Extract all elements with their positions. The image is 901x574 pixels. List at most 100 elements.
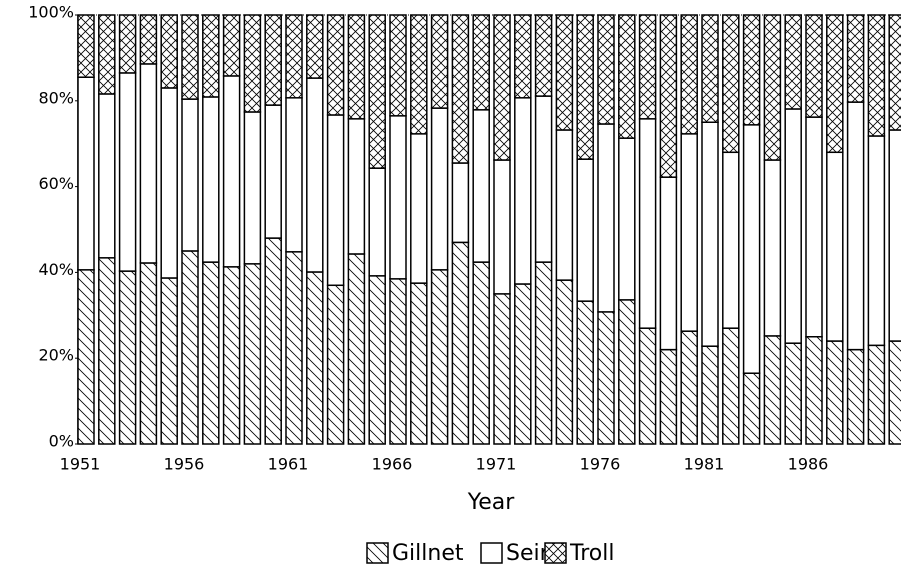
- legend-swatch: [544, 542, 567, 564]
- bar-segment: [534, 95, 553, 263]
- bar-segment: [638, 14, 657, 120]
- y-tick-label: 40%: [38, 260, 74, 279]
- bar-segment: [805, 336, 823, 445]
- legend-swatch: [480, 542, 503, 564]
- bar-segment: [202, 96, 220, 263]
- bar-segment: [451, 241, 470, 445]
- bar-segment: [659, 348, 678, 445]
- bar-segment: [888, 129, 901, 342]
- bar-segment: [680, 330, 698, 445]
- bar-segment: [763, 14, 782, 161]
- bar-segment: [389, 14, 407, 117]
- bar-segment: [555, 14, 574, 131]
- bar-segment: [389, 115, 407, 280]
- bar-segment: [139, 14, 158, 65]
- bar-segment: [576, 158, 594, 302]
- bar-segment: [430, 269, 449, 445]
- bar-segment: [805, 14, 823, 118]
- bar-segment: [306, 271, 324, 445]
- y-tick-label: 100%: [28, 3, 74, 22]
- bar-segment: [306, 77, 324, 273]
- bar-segment: [430, 107, 449, 271]
- bar-segment: [160, 87, 178, 279]
- y-tick-label: 20%: [38, 346, 74, 365]
- bar-segment: [680, 14, 698, 135]
- bar-segment: [285, 97, 303, 253]
- bar-segment: [493, 293, 511, 445]
- bar-segment: [160, 14, 178, 89]
- bar-segment: [722, 14, 740, 154]
- bar-segment: [118, 72, 137, 272]
- bar-segment: [347, 253, 366, 445]
- bar-segment: [451, 14, 470, 164]
- bar-segment: [597, 123, 615, 313]
- bar-segment: [514, 283, 532, 445]
- bar-segment: [451, 162, 470, 244]
- bar-segment: [659, 176, 678, 351]
- bar-segment: [430, 14, 449, 109]
- bar-segment: [347, 14, 366, 120]
- bar-segment: [347, 118, 366, 255]
- bar-segment: [139, 63, 158, 264]
- bar-segment: [306, 14, 324, 79]
- x-tick-label: 1981: [684, 455, 725, 474]
- bar-segment: [118, 270, 137, 445]
- bar-segment: [160, 277, 178, 445]
- bar-segment: [846, 14, 865, 103]
- bar-segment: [326, 114, 345, 287]
- bar-segment: [98, 257, 116, 445]
- bar-segment: [264, 14, 282, 106]
- bar-segment: [389, 278, 407, 445]
- x-tick-label: 1986: [788, 455, 829, 474]
- bar-segment: [742, 372, 761, 445]
- bar-segment: [118, 14, 137, 74]
- x-tick-label: 1976: [580, 455, 621, 474]
- bar-segment: [742, 124, 761, 374]
- bar-segment: [701, 345, 719, 445]
- bar-segment: [597, 311, 615, 445]
- bar-segment: [77, 14, 95, 78]
- bar-segment: [618, 14, 636, 139]
- bar-segment: [264, 104, 282, 239]
- bar-segment: [264, 237, 282, 445]
- bar-segment: [222, 75, 241, 268]
- y-tick-label: 60%: [38, 174, 74, 193]
- y-tick-label: 0%: [49, 432, 74, 451]
- bar-segment: [222, 266, 241, 445]
- bar-segment: [243, 263, 262, 445]
- bar-segment: [410, 282, 428, 445]
- bar-segment: [763, 335, 782, 445]
- bar-segment: [472, 14, 490, 111]
- bar-segment: [742, 14, 761, 126]
- bar-segment: [597, 14, 615, 125]
- bar-segment: [410, 133, 428, 284]
- bar-segment: [576, 300, 594, 445]
- x-axis-label: Year: [467, 490, 516, 515]
- bar-segment: [576, 14, 594, 160]
- bar-segment: [472, 261, 490, 445]
- bar-segment: [555, 279, 574, 445]
- bar-segment: [638, 118, 657, 329]
- bar-segment: [618, 299, 636, 445]
- bar-segment: [493, 159, 511, 295]
- bar-segment: [722, 327, 740, 445]
- bar-segment: [285, 251, 303, 445]
- bar-segment: [410, 14, 428, 135]
- bar-segment: [243, 14, 262, 113]
- bar-segment: [638, 327, 657, 445]
- x-tick-label: 1961: [268, 455, 309, 474]
- bar-segment: [77, 269, 95, 445]
- bar-segment: [493, 14, 511, 161]
- bar-segment: [285, 14, 303, 99]
- bar-segment: [555, 129, 574, 281]
- legend-swatch: [366, 542, 389, 564]
- bar-segment: [867, 135, 886, 347]
- bar-segment: [98, 93, 116, 259]
- bar-segment: [534, 261, 553, 445]
- bar-segment: [763, 159, 782, 337]
- bar-segment: [514, 97, 532, 285]
- x-tick-label: 1956: [164, 455, 205, 474]
- x-tick-label: 1951: [60, 455, 101, 474]
- bar-segment: [784, 108, 802, 344]
